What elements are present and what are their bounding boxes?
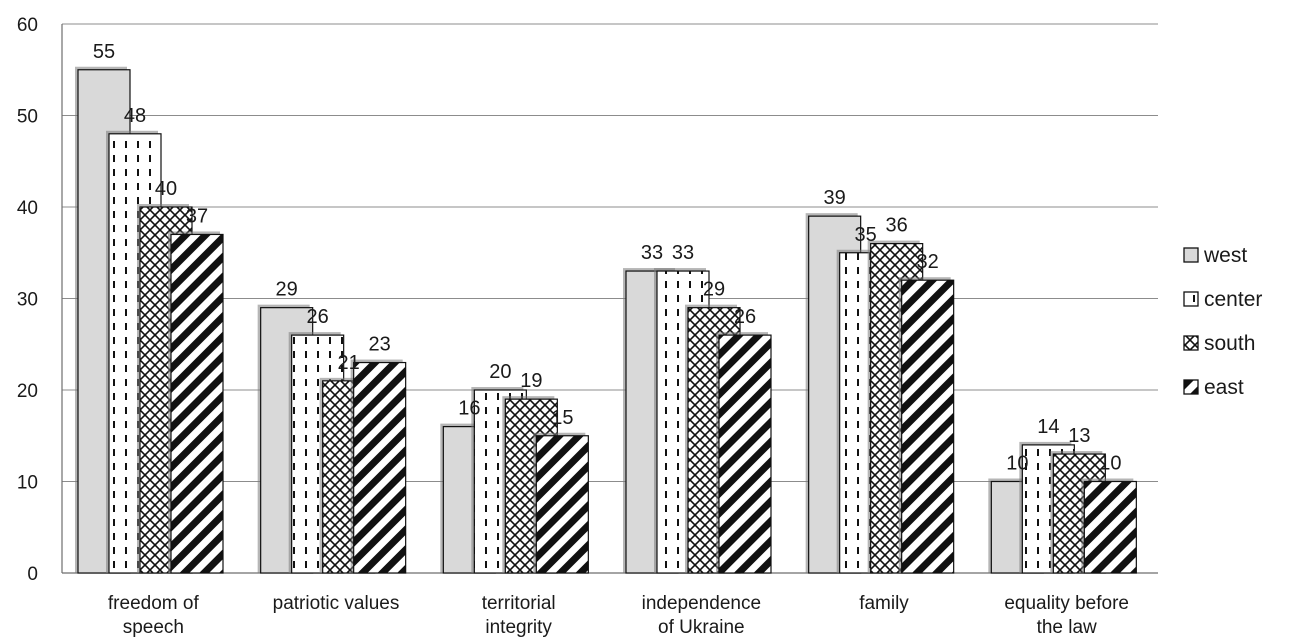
y-tick-label: 10 <box>17 473 38 494</box>
data-label-west: 29 <box>276 279 298 301</box>
data-label-south: 21 <box>338 352 360 374</box>
y-tick-label: 0 <box>27 564 38 585</box>
category-label: territorial integrity <box>482 593 556 638</box>
category-label-line: patriotic values <box>273 593 400 614</box>
data-label-west: 33 <box>641 242 663 264</box>
category-label: independence of Ukraine <box>642 593 761 638</box>
data-label-east: 32 <box>917 251 939 273</box>
legend-label-east: east <box>1204 376 1244 399</box>
data-label-west: 55 <box>93 41 115 63</box>
category-label-line: speech <box>123 617 184 638</box>
category-label-line: territorial <box>482 593 556 614</box>
bar-east <box>353 361 407 574</box>
category-label-line: of Ukraine <box>658 617 745 638</box>
legend: west center south east <box>1183 244 1262 399</box>
data-label-east: 23 <box>369 334 391 356</box>
bar-east <box>170 233 224 574</box>
data-label-center: 20 <box>489 361 511 383</box>
legend-swatch-center <box>1183 291 1199 307</box>
bar-east <box>901 279 955 574</box>
data-label-south: 13 <box>1068 425 1090 447</box>
grid-lines <box>62 23 1158 482</box>
category-label-line: family <box>859 593 909 614</box>
y-tick-label: 20 <box>17 381 38 402</box>
data-label-south: 40 <box>155 178 177 200</box>
y-tick-label: 30 <box>17 290 38 311</box>
data-label-south: 19 <box>520 370 542 392</box>
axes: 0 10 20 30 40 50 60 freedom of speech patriotic v… <box>17 15 1158 638</box>
bar-east <box>535 435 589 574</box>
data-label-south: 29 <box>703 279 725 301</box>
category-label-line: equality before <box>1004 593 1129 614</box>
legend-label-west: west <box>1203 244 1247 267</box>
bar-east <box>718 334 772 574</box>
legend-label-center: center <box>1204 288 1262 311</box>
y-tick-label: 60 <box>17 15 38 36</box>
legend-swatch-west <box>1183 247 1199 263</box>
data-label-east: 37 <box>186 205 208 227</box>
data-label-west: 10 <box>1006 453 1028 475</box>
legend-swatch-east <box>1183 379 1199 395</box>
y-tick-label: 50 <box>17 107 38 128</box>
bars <box>75 66 1137 574</box>
data-label-center: 48 <box>124 105 146 127</box>
legend-swatch-south <box>1183 335 1199 351</box>
data-label-east: 26 <box>734 306 756 328</box>
y-tick-label: 40 <box>17 198 38 219</box>
data-label-center: 26 <box>307 306 329 328</box>
data-label-east: 10 <box>1099 453 1121 475</box>
data-label-east: 15 <box>551 407 573 429</box>
data-label-south: 36 <box>886 215 908 237</box>
bar-east <box>1083 480 1137 574</box>
category-label-line: freedom of <box>108 593 200 614</box>
data-label-center: 14 <box>1037 416 1059 438</box>
data-label-center: 33 <box>672 242 694 264</box>
data-label-center: 35 <box>855 224 877 246</box>
data-labels: 55 48 40 37 29 26 21 23 16 20 19 15 33 33 29 26 39 35 36 32… <box>93 41 1122 475</box>
category-label: equality before the law <box>1004 593 1129 638</box>
data-label-west: 39 <box>824 187 846 209</box>
category-label-line: integrity <box>485 617 552 638</box>
category-label-line: independence <box>642 593 761 614</box>
category-label: patriotic values <box>273 593 400 614</box>
category-label: family <box>859 593 909 614</box>
category-label-line: the law <box>1037 617 1097 638</box>
data-label-west: 16 <box>458 398 480 420</box>
category-label: freedom of speech <box>108 593 200 638</box>
legend-label-south: south <box>1204 332 1255 355</box>
